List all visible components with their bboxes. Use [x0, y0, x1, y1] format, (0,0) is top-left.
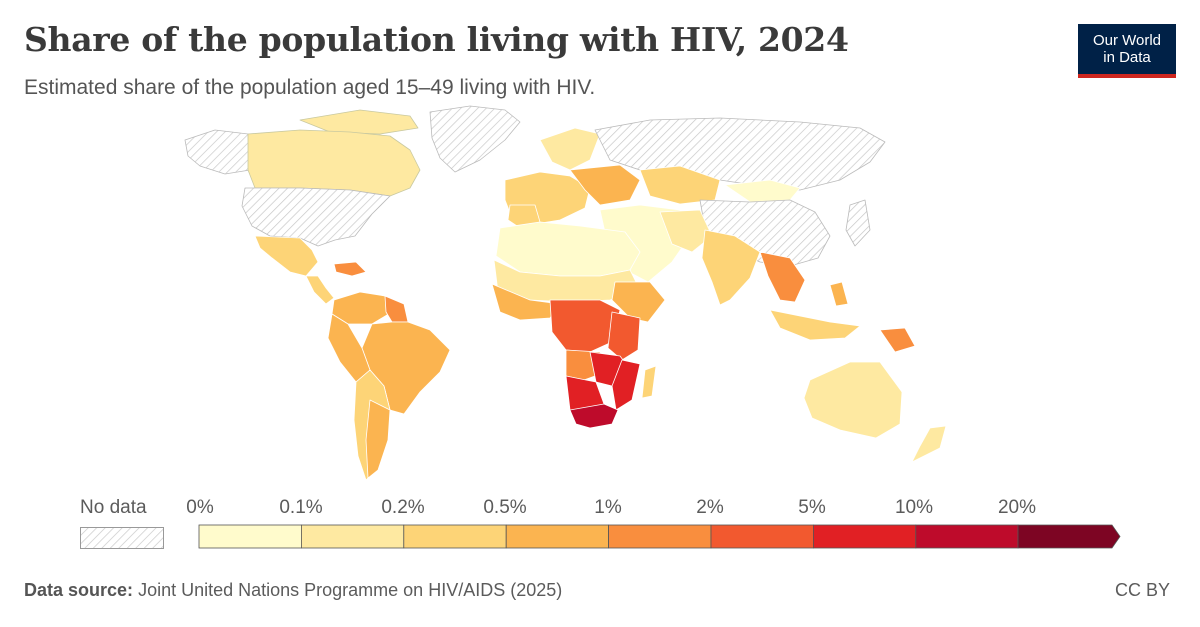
region-indonesia[interactable] — [769, 309, 861, 341]
legend-tick: 2% — [696, 497, 724, 518]
region-philippines[interactable] — [829, 281, 849, 307]
legend-bin — [198, 524, 302, 549]
legend-tick: 0% — [186, 497, 214, 518]
legend-color-bar — [198, 524, 1121, 549]
region-east-africa[interactable] — [607, 311, 641, 361]
region-greenland[interactable] — [429, 105, 521, 173]
region-new-zealand[interactable] — [911, 425, 947, 463]
chart-subtitle: Estimated share of the population aged 1… — [24, 76, 596, 99]
region-japan[interactable] — [845, 199, 871, 247]
region-argentina[interactable] — [365, 399, 391, 479]
legend-bin — [710, 524, 814, 549]
legend-tick: 5% — [798, 497, 826, 518]
region-caribbean[interactable] — [333, 261, 367, 277]
legend-bin — [915, 524, 1019, 549]
legend-no-data-swatch — [80, 527, 164, 549]
region-madagascar[interactable] — [641, 365, 657, 399]
legend-bin — [505, 524, 610, 549]
legend-bin — [813, 524, 917, 549]
source-label: Data source: — [24, 580, 134, 600]
region-eastern-europe[interactable] — [569, 164, 641, 206]
logo-line-1: Our World — [1092, 32, 1162, 49]
footer-source: Data source: Joint United Nations Progra… — [24, 580, 562, 601]
region-mozambique[interactable] — [611, 359, 641, 411]
legend-no-data-label: No data — [80, 497, 147, 518]
region-alaska[interactable] — [184, 129, 251, 175]
world-map[interactable] — [0, 100, 1200, 480]
region-mongolia[interactable] — [724, 179, 801, 203]
region-south-africa[interactable] — [569, 403, 619, 429]
region-west-africa[interactable] — [491, 283, 561, 321]
legend-bin — [301, 524, 405, 549]
chart-title: Share of the population living with HIV,… — [24, 20, 849, 59]
owid-logo[interactable]: Our World in Data — [1078, 24, 1176, 78]
legend-tick: 1% — [594, 497, 622, 518]
region-guianas[interactable] — [384, 295, 409, 323]
legend-bin — [608, 524, 712, 549]
source-text: Joint United Nations Programme on HIV/AI… — [138, 580, 563, 600]
legend-bin — [403, 524, 507, 549]
region-horn-of-africa[interactable] — [611, 281, 666, 323]
legend-overflow-arrow — [1017, 524, 1121, 549]
region-papua-new-guinea[interactable] — [879, 327, 916, 353]
region-iran-afghanistan[interactable] — [659, 209, 713, 253]
legend-tick: 20% — [997, 497, 1037, 518]
legend-tick: 0.1% — [279, 497, 323, 518]
logo-line-2: in Data — [1103, 49, 1151, 66]
legend-tick: 0.2% — [381, 497, 425, 518]
region-usa[interactable] — [241, 187, 391, 247]
region-myanmar-thailand[interactable] — [759, 251, 806, 303]
legend-tick: 10% — [894, 497, 934, 518]
region-central-africa[interactable] — [549, 299, 621, 353]
legend-tick: 0.5% — [483, 497, 527, 518]
region-kazakhstan[interactable] — [639, 165, 721, 205]
region-central-america[interactable] — [305, 275, 335, 305]
region-canada[interactable] — [247, 129, 421, 197]
region-scandinavia[interactable] — [539, 127, 601, 171]
region-australia[interactable] — [803, 361, 903, 439]
region-india[interactable] — [701, 229, 761, 306]
license-link[interactable]: CC BY — [1114, 580, 1170, 600]
